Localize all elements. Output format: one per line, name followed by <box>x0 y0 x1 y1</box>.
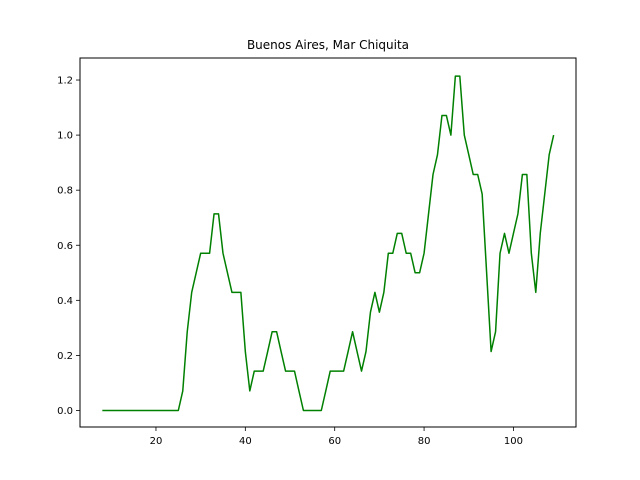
chart-title: Buenos Aires, Mar Chiquita <box>247 38 409 52</box>
y-tick-label: 0.2 <box>57 351 73 362</box>
y-tick-label: 0.0 <box>57 406 73 417</box>
x-tick-label: 40 <box>239 436 252 447</box>
series-line-0 <box>102 75 555 412</box>
x-axis: 20 40 60 80 100 <box>150 427 523 447</box>
x-tick-label: 60 <box>328 436 341 447</box>
y-tick-label: 1.0 <box>57 131 73 142</box>
axes-frame <box>79 57 577 428</box>
y-tick-label: 0.6 <box>57 241 73 252</box>
plot-area <box>102 75 555 412</box>
y-axis: 0.0 0.2 0.4 0.6 0.8 1.0 1.2 <box>57 76 80 417</box>
y-tick-label: 0.8 <box>57 186 73 197</box>
x-tick-label: 80 <box>418 436 431 447</box>
y-tick-label: 0.4 <box>57 296 73 307</box>
x-tick-label: 100 <box>504 436 523 447</box>
x-tick-label: 20 <box>150 436 163 447</box>
y-tick-label: 1.2 <box>57 76 73 87</box>
